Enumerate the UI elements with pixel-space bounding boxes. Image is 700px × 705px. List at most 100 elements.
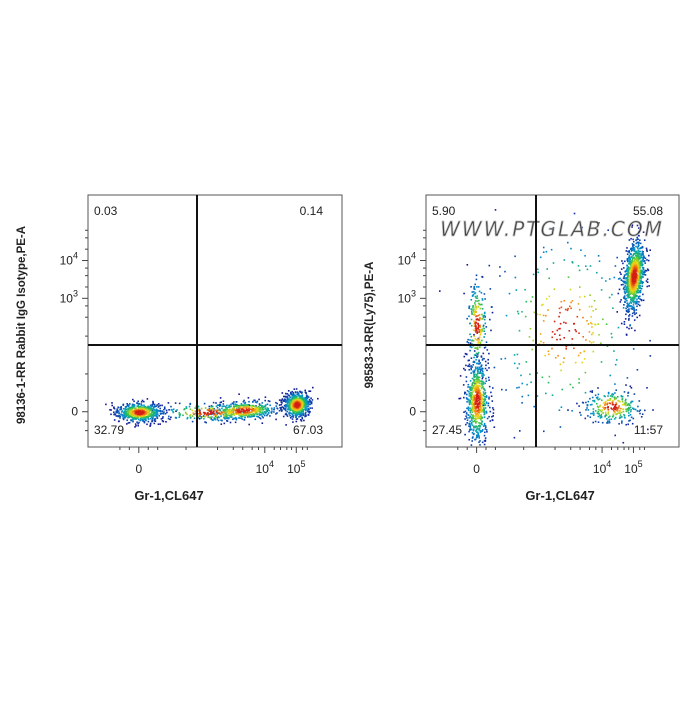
event-dot [616, 408, 619, 410]
event-dot [631, 268, 633, 271]
event-dot [157, 403, 160, 405]
event-dot [292, 400, 294, 402]
event-dot [619, 271, 621, 274]
event-dot [480, 406, 482, 409]
event-dot [632, 254, 635, 256]
event-dot [213, 408, 215, 410]
event-dot [637, 231, 640, 233]
event-dot [475, 406, 477, 408]
event-dot [584, 417, 587, 420]
event-dot [614, 434, 616, 437]
event-dot [467, 398, 470, 401]
event-dot [476, 417, 479, 420]
event-dot [477, 426, 479, 428]
event-dot [475, 352, 478, 355]
event-dot [468, 359, 470, 362]
event-dot [632, 407, 634, 410]
event-dot [474, 322, 476, 325]
event-dot [593, 399, 596, 402]
event-dot [116, 409, 119, 412]
event-dot [467, 408, 470, 410]
event-dot [632, 260, 634, 263]
event-dot [591, 333, 593, 336]
event-dot [309, 407, 311, 409]
event-dot [485, 377, 487, 380]
event-dot [652, 409, 654, 411]
event-dot [613, 407, 615, 410]
event-dot [492, 407, 494, 409]
event-dot [625, 277, 628, 280]
event-dot [595, 308, 597, 311]
event-dot [227, 413, 230, 415]
event-dot [307, 408, 309, 411]
event-dot [469, 380, 472, 382]
event-dot [215, 414, 217, 416]
event-dot [629, 419, 631, 422]
event-dot [473, 379, 475, 382]
event-dot [622, 408, 624, 411]
event-dot [147, 410, 150, 413]
event-dot [143, 404, 145, 407]
event-dot [624, 400, 627, 402]
event-dot [614, 383, 616, 385]
event-dot [477, 399, 480, 402]
event-dot [190, 416, 192, 419]
event-dot [483, 312, 486, 315]
y-tick-label: 0 [71, 405, 78, 419]
event-dot [200, 417, 202, 419]
event-dot [470, 367, 472, 369]
event-dot [636, 246, 639, 248]
event-dot [614, 405, 616, 408]
event-dot [476, 403, 479, 405]
event-dot [226, 415, 228, 418]
event-dot [488, 415, 490, 418]
event-dot [128, 407, 130, 410]
event-dot [482, 324, 485, 327]
event-dot [146, 413, 149, 415]
event-dot [475, 331, 477, 333]
event-dot [597, 323, 600, 325]
event-dot [484, 391, 487, 394]
event-dot [179, 413, 181, 415]
event-dot [616, 409, 619, 412]
event-dot [226, 408, 228, 410]
event-dot [249, 413, 252, 416]
event-dot [472, 399, 475, 401]
event-dot [268, 412, 270, 414]
event-dot [239, 413, 241, 415]
event-dot [471, 366, 473, 368]
event-dot [115, 415, 118, 417]
event-dot [612, 394, 614, 396]
x-tick-label: 0 [135, 462, 142, 476]
event-dot [197, 409, 200, 411]
event-dot [477, 326, 480, 329]
event-dot [629, 324, 631, 326]
event-dot [124, 407, 127, 409]
event-dot [288, 404, 290, 406]
event-dot [236, 412, 239, 415]
event-dot [628, 403, 630, 405]
event-dot [194, 407, 196, 409]
event-dot [487, 402, 490, 405]
event-dot [140, 406, 143, 409]
event-dot [150, 409, 152, 412]
event-dot [628, 259, 630, 262]
event-dot [571, 410, 573, 412]
event-dot [589, 390, 592, 393]
event-dot [218, 416, 221, 419]
event-dot [243, 404, 245, 407]
event-dot [473, 356, 475, 359]
event-dot [594, 420, 597, 423]
event-dot [605, 323, 608, 325]
event-dot [616, 410, 619, 413]
event-dot [159, 423, 161, 425]
event-dot [571, 338, 574, 340]
event-dot [642, 267, 645, 269]
event-dot [639, 263, 642, 265]
event-dot [630, 292, 632, 295]
event-dot [632, 291, 634, 293]
event-dot [139, 405, 141, 408]
event-dot [633, 268, 635, 271]
event-dot [228, 406, 230, 409]
event-dot [632, 284, 634, 287]
